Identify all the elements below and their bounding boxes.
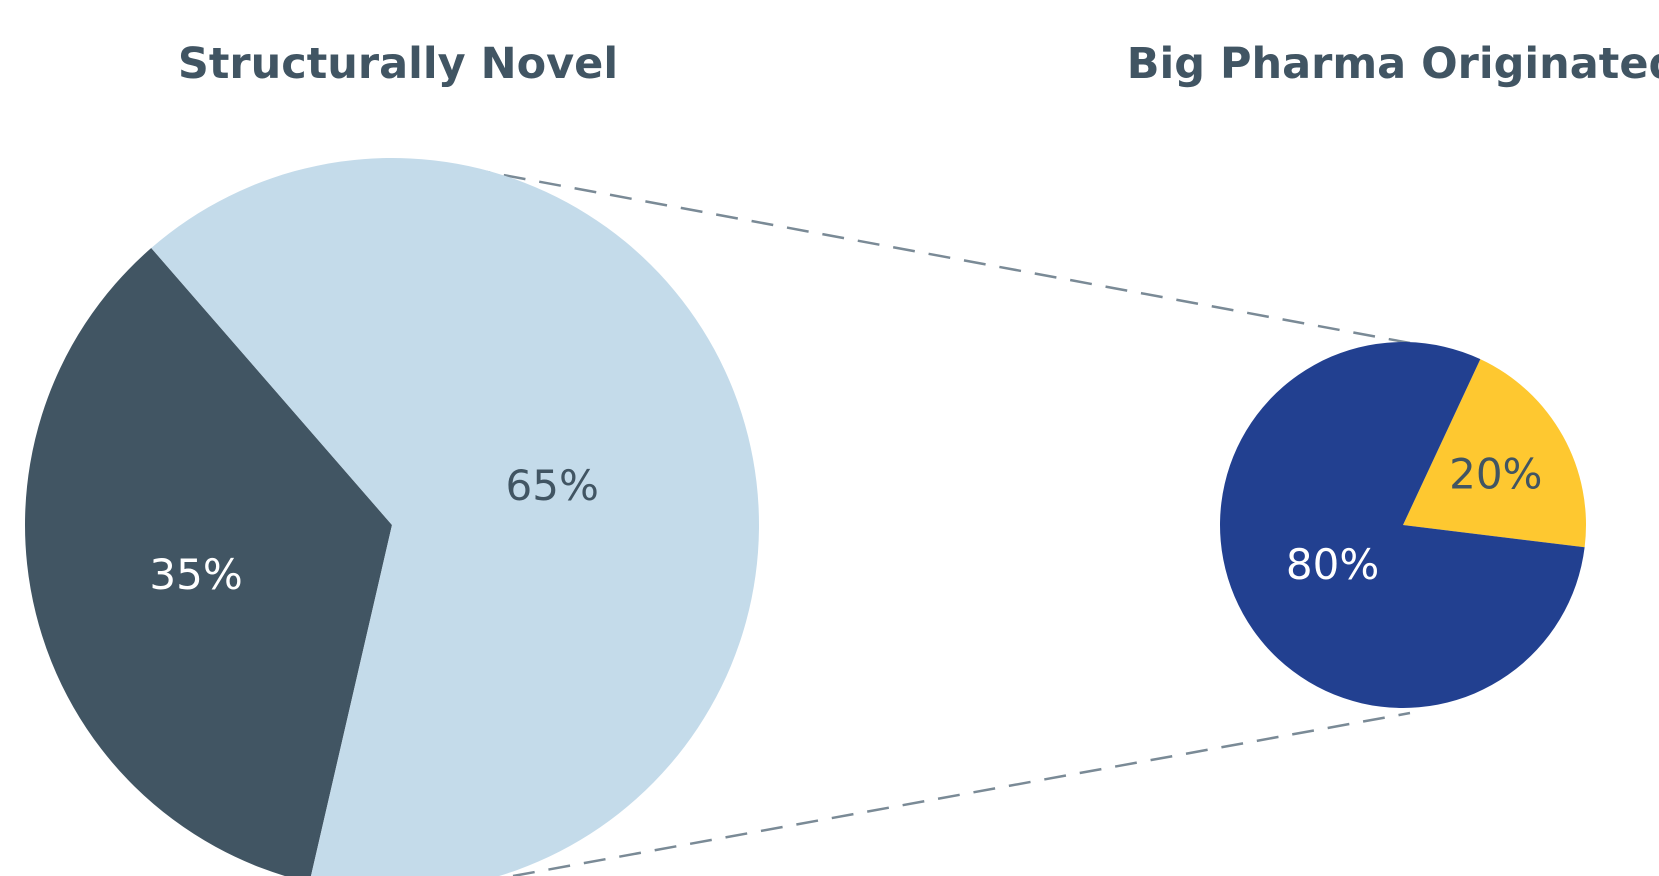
- structurally-novel-slice-35: [25, 248, 392, 876]
- big-pharma-slice-80: [1220, 342, 1585, 709]
- structurally-novel-slice-65-label: 65%: [506, 461, 599, 510]
- connector-line-top: [432, 160, 1411, 345]
- structurally-novel-slice-65: [151, 158, 759, 876]
- big-pharma-slice-20: [1403, 359, 1587, 548]
- connector-line-bottom: [512, 711, 1411, 876]
- structurally-novel-title: Structurally Novel: [178, 39, 618, 89]
- big-pharma-originated-title: Big Pharma Originated: [1127, 39, 1659, 89]
- big-pharma-slice-80-label: 80%: [1286, 540, 1379, 589]
- structurally-novel-slice-35-label: 35%: [149, 550, 242, 599]
- structurally-novel-pie: 35% 65%: [25, 158, 759, 876]
- big-pharma-originated-pie: 20% 80%: [1220, 342, 1587, 709]
- big-pharma-slice-20-label: 20%: [1449, 450, 1542, 499]
